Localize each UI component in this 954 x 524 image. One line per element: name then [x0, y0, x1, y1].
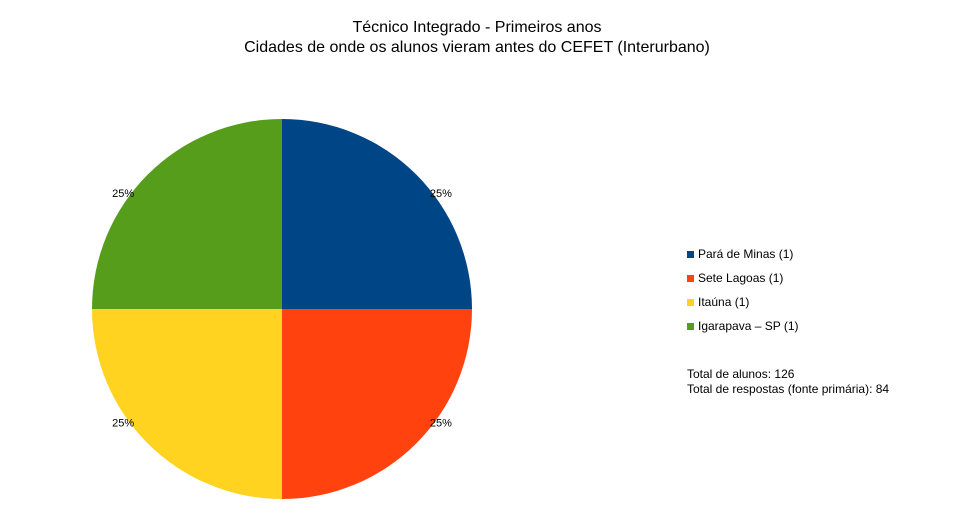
legend-swatch	[687, 274, 694, 282]
legend-swatch	[687, 322, 694, 330]
legend-item: Pará de Minas (1)	[687, 242, 799, 266]
total-alunos: Total de alunos: 126	[687, 367, 795, 381]
slice-percent-label: 25%	[112, 418, 134, 430]
legend-label: Pará de Minas (1)	[698, 247, 794, 261]
pie-slice	[282, 309, 472, 499]
totals-note: Total de alunos: 126 Total de respostas …	[687, 367, 889, 397]
pie-slice	[92, 309, 282, 499]
chart-title: Técnico Integrado - Primeiros anos Cidad…	[0, 18, 954, 58]
legend-swatch	[687, 250, 694, 258]
total-respostas: Total de respostas (fonte primária): 84	[687, 382, 890, 396]
chart-title-line: Técnico Integrado - Primeiros anos	[352, 19, 602, 36]
pie-slice	[92, 119, 282, 309]
slice-percent-label: 25%	[112, 188, 134, 200]
legend-item: Igarapava – SP (1)	[687, 314, 799, 338]
legend-label: Igarapava – SP (1)	[698, 319, 799, 333]
legend: Pará de Minas (1) Sete Lagoas (1) Itaúna…	[687, 242, 799, 338]
chart-subtitle-line: Cidades de onde os alunos vieram antes d…	[244, 39, 710, 56]
legend-label: Itaúna (1)	[698, 295, 750, 309]
pie-slice	[282, 119, 472, 309]
legend-label: Sete Lagoas (1)	[698, 271, 784, 285]
slice-percent-label: 25%	[430, 418, 452, 430]
legend-item: Sete Lagoas (1)	[687, 266, 799, 290]
legend-swatch	[687, 298, 694, 306]
slice-percent-label: 25%	[430, 188, 452, 200]
legend-item: Itaúna (1)	[687, 290, 799, 314]
